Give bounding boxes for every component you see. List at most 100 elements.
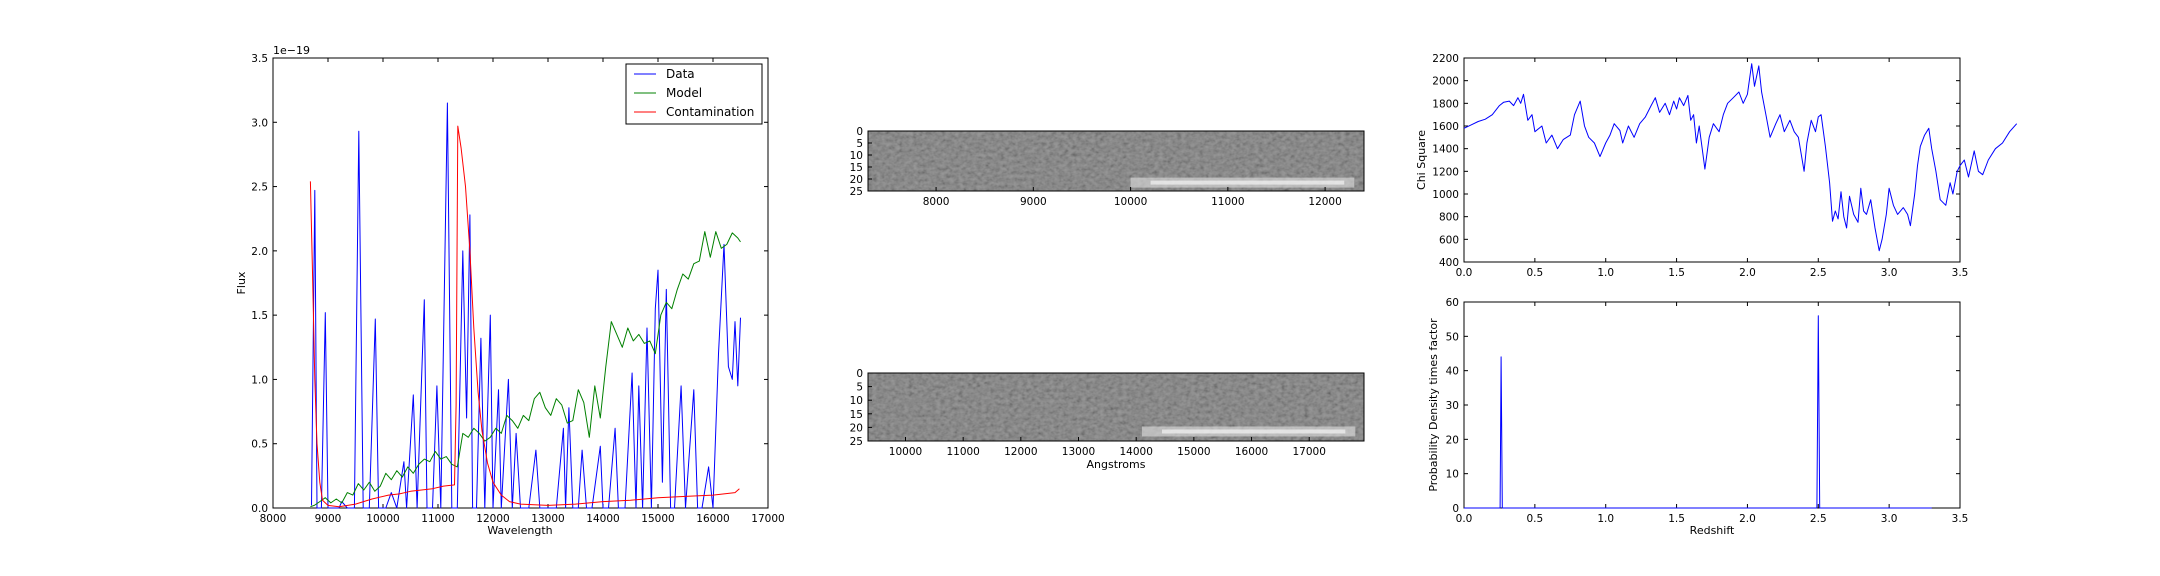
- x-tick-label: 15000: [641, 513, 674, 525]
- x-tick-label: 10000: [889, 446, 922, 458]
- x-tick-label: 2.0: [1739, 267, 1756, 279]
- x-tick-label: 0.0: [1456, 267, 1473, 279]
- x-tick-label: 3.0: [1881, 267, 1898, 279]
- y-tick-label: 400: [1439, 257, 1459, 269]
- probability-ticks: 0.0 0.5 1.0 1.5 2.0 2.5 3.0 3.5 0 10 20 30 40 50 60: [1446, 297, 1969, 525]
- x-tick-label: 16000: [696, 513, 729, 525]
- y-tick-label: 0: [856, 126, 863, 138]
- chisquare-panel: 0.0 0.5 1.0 1.5 2.0 2.5 3.0 3.5 400 600 800 1000 120…: [1415, 53, 2018, 279]
- chisquare-ticks: 0.0 0.5 1.0 1.5 2.0 2.5 3.0 3.5 400 600 800 1000 120…: [1432, 53, 1968, 279]
- x-tick-label: 14000: [586, 513, 619, 525]
- chisquare-lines: [1463, 63, 2018, 252]
- spectrum2d-x-axis-label: Angstroms: [1087, 458, 1146, 471]
- spectrum2d-bottom-ticks: 10000 11000 12000 13000 14000 15000 16000 17000…: [850, 368, 1326, 458]
- x-tick-label: 2.0: [1739, 513, 1756, 525]
- y-tick-label: 1000: [1432, 189, 1459, 201]
- probability-panel: 0.0 0.5 1.0 1.5 2.0 2.5 3.0 3.5 0 10 20 30 40 50 60 Re…: [1427, 297, 1968, 537]
- x-tick-label: 17000: [1293, 446, 1326, 458]
- x-tick-label: 0.5: [1527, 513, 1544, 525]
- model-series-line: [310, 231, 741, 508]
- x-tick-label: 8000: [923, 196, 950, 208]
- x-tick-label: 11000: [946, 446, 979, 458]
- x-tick-label: 9000: [315, 513, 342, 525]
- spectrum2d-top-frame: [867, 130, 1365, 192]
- y-tick-label: 3.5: [251, 53, 268, 65]
- y-tick-label: 25: [850, 186, 863, 198]
- y-tick-label: 10: [850, 150, 863, 162]
- spectrum-legend: Data Model Contamination: [625, 63, 763, 125]
- y-tick-label: 2.5: [251, 182, 268, 194]
- y-tick-label: 3.0: [251, 117, 268, 129]
- y-tick-label: 40: [1446, 366, 1459, 378]
- y-tick-label: 2200: [1432, 53, 1459, 65]
- x-tick-label: 14000: [1119, 446, 1152, 458]
- spectrum-panel: 8000 9000 10000 11000 12000 13000 14000 15000 16…: [235, 44, 785, 537]
- chisquare-plot-frame: [1463, 57, 1961, 263]
- y-tick-label: 0.5: [251, 439, 268, 451]
- x-tick-label: 1.0: [1597, 513, 1614, 525]
- chisquare-y-axis-label: Chi Square: [1415, 130, 1428, 190]
- y-tick-label: 1600: [1432, 121, 1459, 133]
- spectrum-y-axis-label: Flux: [235, 271, 248, 294]
- y-tick-label: 1.5: [251, 310, 268, 322]
- y-tick-label: 0.0: [251, 503, 268, 515]
- x-tick-label: 10000: [1114, 196, 1147, 208]
- spectrum-lines: [309, 102, 741, 509]
- probability-y-axis-label: Probability Density times factor: [1427, 318, 1440, 492]
- spectrum2d-bottom-panel: 10000 11000 12000 13000 14000 15000 16000 17000…: [850, 368, 1365, 471]
- y-tick-label: 5: [856, 138, 863, 150]
- x-tick-label: 9000: [1020, 196, 1047, 208]
- y-tick-label: 5: [856, 382, 863, 394]
- legend-contamination-label: Contamination: [666, 105, 754, 119]
- spectrum-ticks: 8000 9000 10000 11000 12000 13000 14000 15000 16…: [251, 53, 784, 525]
- y-tick-label: 15: [850, 162, 863, 174]
- y-tick-label: 10: [1446, 469, 1459, 481]
- legend-data-label: Data: [666, 67, 695, 81]
- x-tick-label: 11000: [421, 513, 454, 525]
- probability-plot-frame: [1463, 301, 1961, 509]
- x-tick-label: 0.0: [1456, 513, 1473, 525]
- y-tick-label: 600: [1439, 234, 1459, 246]
- spectral-trace-core: [1150, 180, 1345, 185]
- spectrum2d-bottom-trace: [1141, 426, 1356, 437]
- x-tick-label: 15000: [1177, 446, 1210, 458]
- x-tick-label: 16000: [1235, 446, 1268, 458]
- x-tick-label: 2.5: [1810, 267, 1827, 279]
- x-tick-label: 1.5: [1668, 513, 1685, 525]
- y-tick-label: 1.0: [251, 374, 268, 386]
- spectrum-plot-frame: [272, 57, 769, 509]
- y-tick-label: 50: [1446, 331, 1459, 343]
- y-tick-label: 1200: [1432, 166, 1459, 178]
- y-tick-label: 15: [850, 409, 863, 421]
- x-tick-label: 3.5: [1952, 513, 1969, 525]
- spectrum2d-top-trace: [1130, 177, 1355, 188]
- probability-series-line: [1464, 315, 1932, 509]
- chisquare-series-line: [1463, 63, 2018, 252]
- spectrum2d-bottom-frame: [867, 372, 1365, 442]
- y-tick-label: 2000: [1432, 76, 1459, 88]
- y-tick-label: 20: [850, 174, 863, 186]
- y-tick-label: 25: [850, 436, 863, 448]
- probability-lines: [1464, 315, 1932, 509]
- x-tick-label: 3.0: [1881, 513, 1898, 525]
- x-tick-label: 3.5: [1952, 267, 1969, 279]
- legend-model-label: Model: [666, 86, 702, 100]
- x-tick-label: 12000: [476, 513, 509, 525]
- x-tick-label: 10000: [366, 513, 399, 525]
- spectrum-y-scale-label: 1e−19: [273, 44, 310, 57]
- x-tick-label: 1.0: [1597, 267, 1614, 279]
- x-tick-label: 8000: [260, 513, 287, 525]
- y-tick-label: 60: [1446, 297, 1459, 309]
- y-tick-label: 20: [1446, 434, 1459, 446]
- y-tick-label: 2.0: [251, 246, 268, 258]
- spectrum-x-axis-label: Wavelength: [487, 524, 552, 537]
- y-tick-label: 30: [1446, 400, 1459, 412]
- x-tick-label: 2.5: [1810, 513, 1827, 525]
- y-tick-label: 0: [856, 368, 863, 380]
- x-tick-label: 13000: [1062, 446, 1095, 458]
- x-tick-label: 12000: [1308, 196, 1341, 208]
- y-tick-label: 10: [850, 395, 863, 407]
- contamination-series-line: [309, 125, 740, 508]
